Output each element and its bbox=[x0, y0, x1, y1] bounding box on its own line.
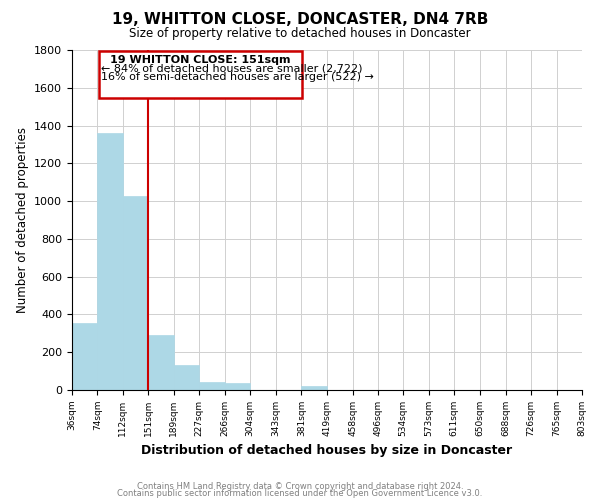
Text: 16% of semi-detached houses are larger (522) →: 16% of semi-detached houses are larger (… bbox=[101, 72, 374, 82]
Bar bbox=[174, 366, 199, 390]
Text: Size of property relative to detached houses in Doncaster: Size of property relative to detached ho… bbox=[129, 28, 471, 40]
Text: ← 84% of detached houses are smaller (2,722): ← 84% of detached houses are smaller (2,… bbox=[101, 64, 363, 74]
Bar bbox=[122, 196, 148, 390]
Text: 19, WHITTON CLOSE, DONCASTER, DN4 7RB: 19, WHITTON CLOSE, DONCASTER, DN4 7RB bbox=[112, 12, 488, 28]
Text: Contains public sector information licensed under the Open Government Licence v3: Contains public sector information licen… bbox=[118, 490, 482, 498]
Bar bbox=[148, 335, 174, 390]
Text: 19 WHITTON CLOSE: 151sqm: 19 WHITTON CLOSE: 151sqm bbox=[110, 55, 290, 65]
Y-axis label: Number of detached properties: Number of detached properties bbox=[16, 127, 29, 313]
Bar bbox=[72, 323, 97, 390]
Text: Contains HM Land Registry data © Crown copyright and database right 2024.: Contains HM Land Registry data © Crown c… bbox=[137, 482, 463, 491]
Bar bbox=[97, 133, 122, 390]
X-axis label: Distribution of detached houses by size in Doncaster: Distribution of detached houses by size … bbox=[142, 444, 512, 458]
Bar bbox=[225, 384, 250, 390]
FancyBboxPatch shape bbox=[98, 52, 302, 98]
Bar bbox=[301, 386, 326, 390]
Bar bbox=[199, 382, 225, 390]
